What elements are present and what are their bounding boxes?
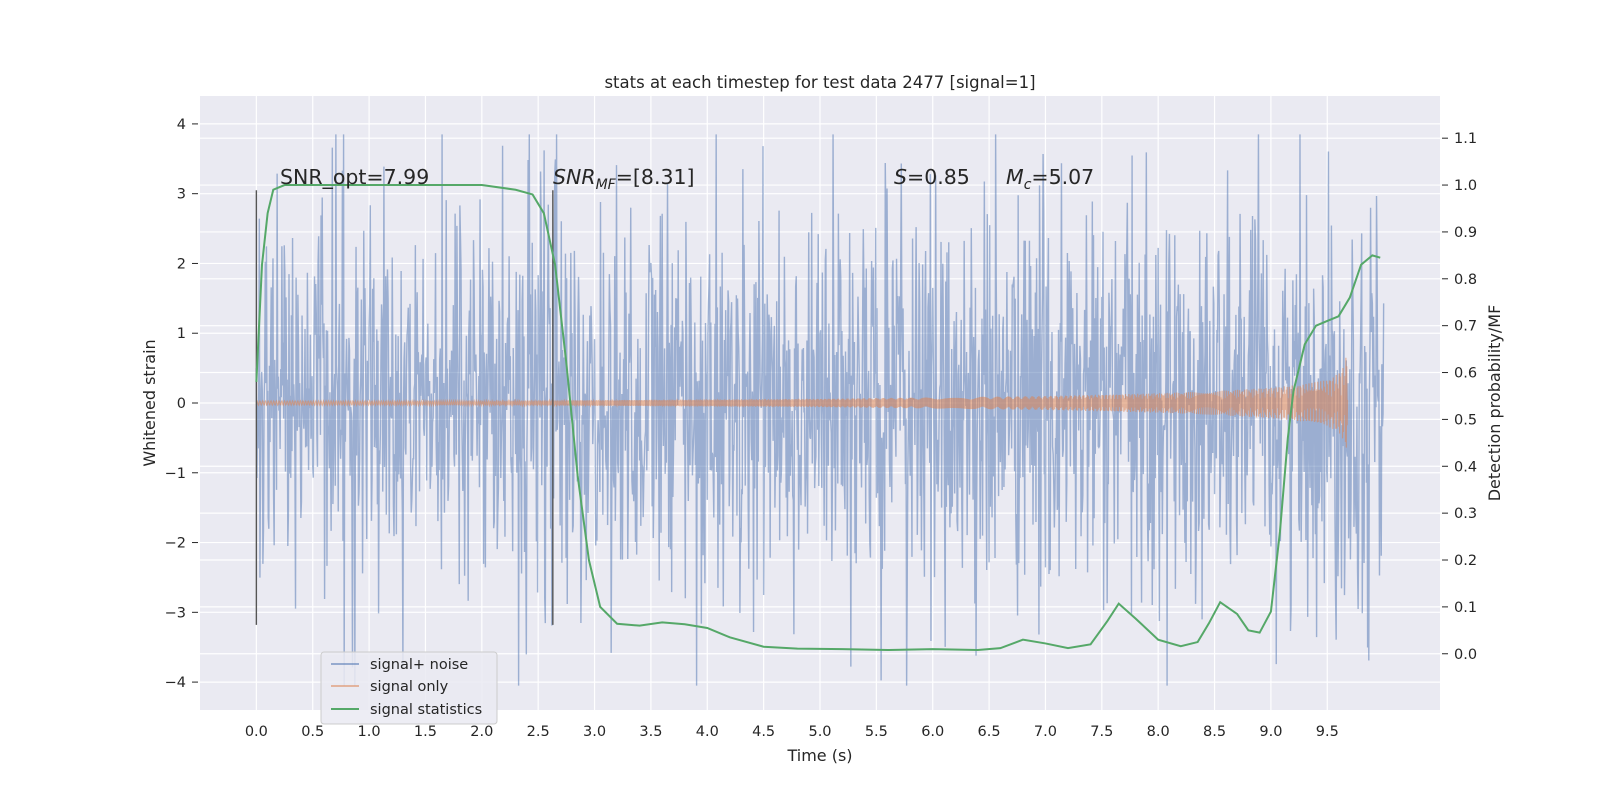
annotation-mc-value: =5.07	[1031, 165, 1094, 189]
x-tick-label: 6.0	[921, 724, 944, 740]
x-tick-label: 9.0	[1259, 724, 1282, 740]
y-right-tick-label: 0.1	[1454, 600, 1477, 616]
x-tick-label: 7.0	[1034, 724, 1057, 740]
annotation-snr-mf: SNRMF=[8.31]	[553, 165, 695, 193]
y-right-axis-label: Detection probability/MF	[1485, 305, 1504, 502]
y-tick-labels: −4 −3 −2 −1 0 1 2 3 4	[165, 117, 198, 691]
y-tick-label: 4	[177, 117, 186, 133]
x-tick-label: 3.5	[639, 724, 662, 740]
x-axis-label: Time (s)	[786, 746, 852, 765]
y-axis-label: Whitened strain	[140, 339, 159, 466]
y-tick-label: 2	[177, 256, 186, 272]
annotation-s-symbol: S	[894, 165, 907, 189]
y-right-tick-label: 0.4	[1454, 459, 1477, 475]
legend: signal+ noise signal only signal statist…	[320, 651, 498, 725]
y-right-tick-label: 0.5	[1454, 412, 1477, 428]
vertical-markers	[255, 190, 554, 625]
y-right-tick-label: 0.9	[1454, 225, 1477, 241]
annotation-snr-mf-subscript: MF	[596, 177, 617, 193]
y-right-tick-labels: 0.0 0.1 0.2 0.3 0.4 0.5 0.6 0.7 0.8 0.9 1.0 1.1	[1442, 131, 1477, 663]
y-right-tick-label: 0.8	[1454, 272, 1477, 288]
x-tick-label: 2.0	[470, 724, 493, 740]
x-tick-label: 8.5	[1203, 724, 1226, 740]
y-right-tick-label: 0.2	[1454, 553, 1477, 569]
x-tick-label: 0.5	[301, 724, 324, 740]
chart-title: stats at each timestep for test data 247…	[604, 73, 1035, 92]
y-tick-label: −2	[165, 536, 186, 552]
x-tick-label: 7.5	[1090, 724, 1113, 740]
x-tick-labels: 0.0 0.5 1.0 1.5 2.0 2.5 3.0 3.5 4.0 4.5 5.0 5.5 6.0 6…	[245, 724, 1339, 740]
x-tick-label: 5.0	[808, 724, 831, 740]
legend-label-signal-noise: signal+ noise	[370, 657, 468, 673]
x-tick-label: 3.0	[583, 724, 606, 740]
x-tick-label: 0.0	[245, 724, 268, 740]
legend-label-signal-statistics: signal statistics	[370, 702, 482, 718]
y-tick-label: 3	[177, 187, 186, 203]
series-signal-noise-trace	[255, 134, 1385, 686]
x-tick-label: 9.5	[1316, 724, 1339, 740]
y-tick-label: 1	[177, 326, 186, 342]
y-tick-label: −1	[165, 466, 186, 482]
y-tick-label: 0	[177, 396, 186, 412]
x-tick-label: 1.0	[358, 724, 381, 740]
series-signal-only-trace	[255, 357, 1349, 448]
x-tick-label: 1.5	[414, 724, 437, 740]
y-tick-label: −4	[165, 675, 186, 691]
annotation-mc: Mc=5.07	[1006, 165, 1094, 193]
y-right-tick-label: 0.7	[1454, 319, 1477, 335]
y-right-tick-label: 1.0	[1454, 178, 1477, 194]
x-tick-label: 5.5	[865, 724, 888, 740]
x-tick-label: 2.5	[527, 724, 550, 740]
y-right-tick-label: 1.1	[1454, 131, 1477, 147]
annotation-snr-mf-value: =[8.31]	[616, 165, 695, 189]
annotation-s: S=0.85	[894, 165, 970, 189]
y-right-tick-label: 0.3	[1454, 506, 1477, 522]
y-right-tick-label: 0.0	[1454, 647, 1477, 663]
annotation-mc-symbol: M	[1006, 165, 1024, 189]
annotation-mc-subscript: c	[1024, 177, 1032, 193]
legend-box	[320, 651, 498, 725]
x-tick-label: 6.5	[978, 724, 1001, 740]
y-right-tick-label: 0.6	[1454, 366, 1477, 382]
annotation-s-value: =0.85	[907, 165, 970, 189]
y-tick-label: −3	[165, 605, 186, 621]
annotation-snr-mf-symbol: SNR	[553, 165, 596, 189]
x-tick-label: 8.0	[1147, 724, 1170, 740]
x-tick-label: 4.0	[696, 724, 719, 740]
x-tick-label: 4.5	[752, 724, 775, 740]
series-signal-statistics-line	[255, 184, 1381, 652]
legend-label-signal-only: signal only	[370, 679, 449, 695]
annotation-snr-opt: SNR_opt=7.99	[280, 165, 429, 190]
